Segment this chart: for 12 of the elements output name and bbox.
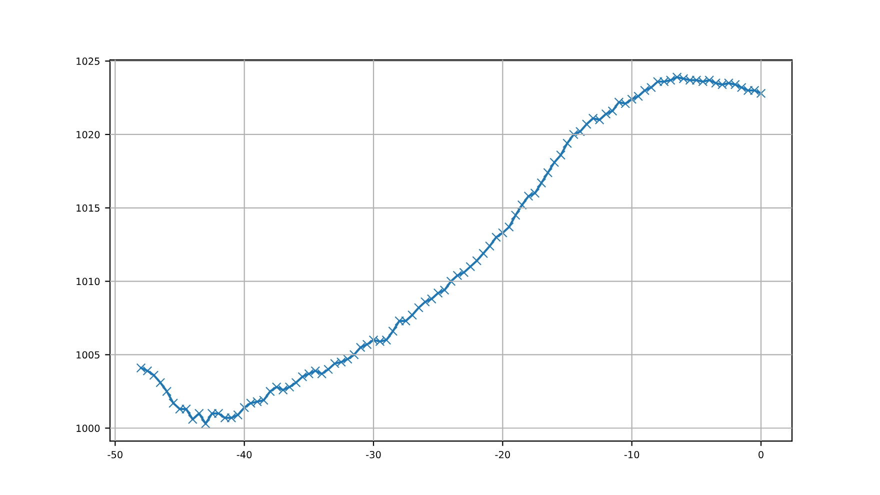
y-tick-label: 1015 xyxy=(76,204,100,212)
x-tick-label: -10 xyxy=(624,450,640,458)
x-tick-label: -30 xyxy=(366,450,381,458)
y-tick-label: 1005 xyxy=(76,351,100,359)
x-tick-label: -20 xyxy=(495,450,510,458)
x-tick-label: -50 xyxy=(108,450,122,458)
y-tick-label: 1020 xyxy=(76,130,100,138)
x-tick-label: 0 xyxy=(758,450,764,458)
x-tick-label: -40 xyxy=(236,450,252,458)
y-tick-label: 1010 xyxy=(76,278,100,286)
y-tick-label: 1000 xyxy=(76,424,100,432)
y-tick-label: 1025 xyxy=(76,58,100,65)
